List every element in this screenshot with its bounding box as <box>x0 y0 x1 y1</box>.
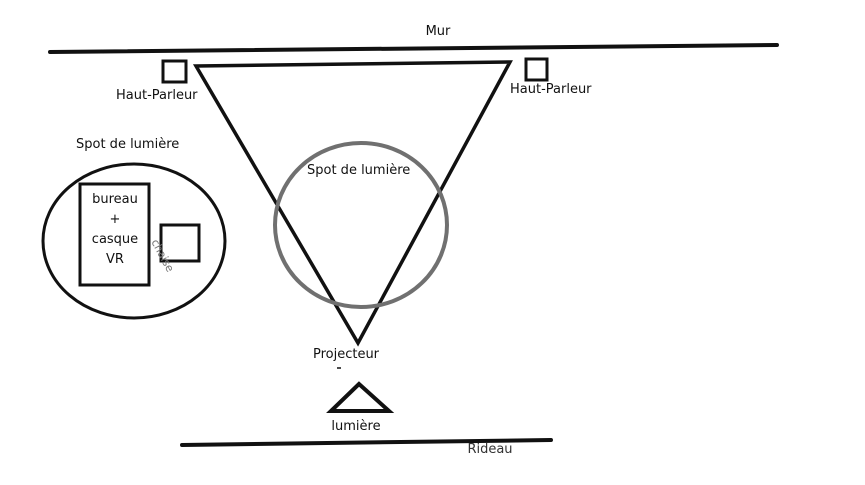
wall-line <box>50 45 777 52</box>
wall-label: Mur <box>426 24 451 39</box>
speaker-left-label: Haut-Parleur <box>116 88 198 103</box>
spot-left-label: Spot de lumière <box>76 137 179 152</box>
desk-label-line4: VR <box>80 250 150 270</box>
curtain-label: Rideau <box>467 442 512 457</box>
speaker-left-box <box>163 61 186 82</box>
spot-center-label: Spot de lumière <box>307 163 410 178</box>
desk-label-line1: bureau <box>80 190 150 210</box>
speaker-right-label: Haut-Parleur <box>510 82 592 97</box>
projector-label: Projecteur <box>313 347 379 362</box>
desk-label: bureau + casque VR <box>80 190 150 270</box>
speaker-right-box <box>526 59 547 80</box>
light-label: lumière <box>331 419 380 434</box>
projection-cone <box>196 62 510 343</box>
light-triangle <box>331 384 389 411</box>
desk-label-line2: + <box>80 210 150 230</box>
desk-label-line3: casque <box>80 230 150 250</box>
